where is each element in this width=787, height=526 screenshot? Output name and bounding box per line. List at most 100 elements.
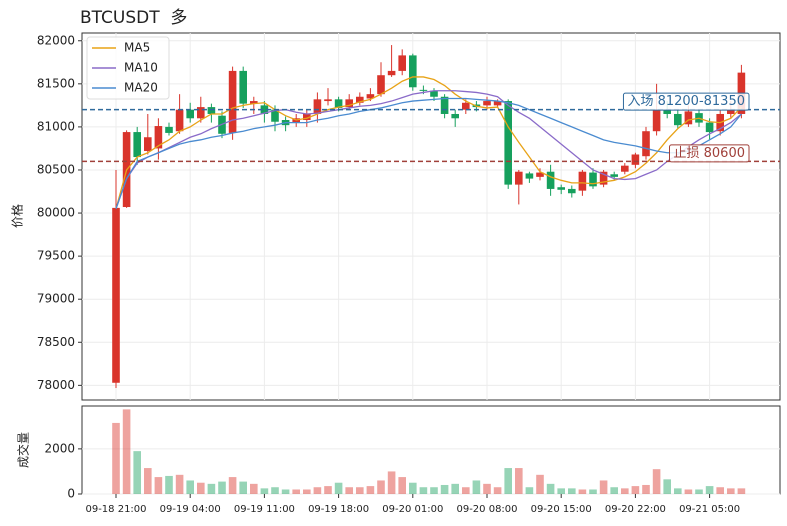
volume-bar: [366, 486, 375, 494]
legend-box: [86, 36, 170, 100]
volume-bar: [292, 489, 300, 494]
volume-bar: [652, 469, 661, 494]
volume-bar: [112, 422, 120, 494]
volume-bar: [144, 468, 152, 494]
volume-bar: [430, 487, 438, 494]
x-tick-label: 09-19 04:00: [160, 504, 221, 515]
ma-line: [115, 97, 742, 209]
volume-bar: [334, 482, 343, 494]
y-tick-label: 0: [67, 487, 75, 501]
y-tick-label: 78000: [37, 378, 75, 392]
volume-bar: [440, 484, 449, 494]
volume-bar: [684, 489, 693, 494]
volume-bar: [599, 480, 608, 494]
y-tick-label: 81500: [37, 76, 75, 90]
candle-body: [515, 171, 523, 185]
y-axis-label: 价格: [10, 204, 25, 228]
x-tick-label: 09-20 15:00: [531, 504, 592, 515]
candle-body: [589, 172, 597, 187]
reference-label: 入场 81200-81350: [622, 92, 750, 111]
candle-body: [228, 70, 237, 133]
volume-bar: [621, 488, 629, 494]
candle-body: [260, 105, 269, 114]
legend: MA5 MA10 MA20: [86, 36, 170, 100]
candle-body: [313, 99, 322, 114]
volume-bar: [228, 477, 237, 494]
volume-bar: [377, 480, 385, 494]
legend-label: MA10: [124, 61, 158, 75]
volume-bar: [727, 488, 735, 494]
volume-bar: [122, 409, 131, 494]
reference-label-box: [622, 92, 750, 111]
y-tick-label: 78500: [37, 335, 75, 349]
volume-bar: [398, 477, 406, 494]
volume-bar: [546, 483, 555, 494]
volume-bar: [716, 487, 724, 494]
reference-label-text: 入场 81200-81350: [627, 94, 745, 109]
volume-bar: [568, 488, 576, 494]
candle-body: [186, 109, 194, 119]
volume-bar: [409, 482, 417, 494]
volume-bar: [218, 481, 226, 494]
x-tick-label: 09-20 08:00: [456, 504, 517, 515]
x-tick-label: 09-20 01:00: [382, 504, 443, 515]
y-tick-label: 79000: [37, 292, 75, 306]
volume-bar: [557, 488, 565, 494]
candle-body: [197, 107, 205, 119]
candle-body: [705, 122, 714, 133]
volume-bar: [674, 488, 682, 494]
candle-body: [409, 55, 417, 88]
volume-bar: [695, 489, 703, 494]
reference-label-box: [669, 144, 750, 163]
candle-body: [642, 131, 650, 157]
volume-bar: [515, 468, 523, 494]
main-frame: [81, 32, 781, 401]
volume-bar: [536, 474, 544, 494]
legend-label: MA20: [124, 81, 158, 95]
ma-line: [115, 76, 742, 209]
candle-body: [599, 171, 608, 185]
candle-body: [144, 137, 152, 152]
y-tick-label: 80500: [37, 162, 75, 176]
candle-body: [271, 109, 279, 122]
volume-bar: [197, 482, 205, 494]
volume-bar: [451, 483, 459, 494]
candle-body: [377, 75, 385, 95]
reference-label-text: 止损 80600: [674, 146, 746, 161]
y-tick-label: 81000: [37, 119, 75, 133]
volume-bar: [303, 489, 311, 494]
candle-body: [303, 113, 311, 121]
candle-body: [631, 154, 640, 165]
candle-body: [462, 102, 470, 110]
volume-bar: [642, 484, 650, 494]
candle-body: [493, 101, 502, 106]
volume-bar: [737, 488, 746, 494]
volume-axis-label: 成交量: [16, 432, 31, 468]
volume-bar: [462, 487, 470, 494]
volume-bar: [250, 483, 258, 494]
candle-body: [366, 94, 375, 99]
volume-bar: [419, 487, 428, 494]
candle-body: [419, 89, 428, 91]
candle-body: [175, 109, 184, 132]
volume-bar: [610, 487, 618, 494]
chart-title: BTCUSDT 多: [80, 8, 187, 28]
volume-bar: [154, 477, 163, 494]
volume-bar: [589, 489, 597, 494]
volume-bar: [705, 486, 714, 494]
candle-body: [652, 109, 661, 132]
volume-bar: [387, 471, 396, 494]
candle-body: [536, 172, 544, 177]
volume-bar: [239, 481, 247, 494]
x-tick-label: 09-19 11:00: [234, 504, 295, 515]
reference-label: 止损 80600: [669, 144, 750, 163]
volume-bar: [493, 487, 502, 494]
legend-label: MA5: [124, 41, 150, 55]
candle-body: [133, 132, 141, 158]
candle-body: [621, 165, 629, 172]
volume-bar: [260, 488, 269, 494]
candle-body: [398, 55, 406, 71]
volume-bar: [663, 479, 671, 494]
candle-body: [250, 101, 258, 104]
